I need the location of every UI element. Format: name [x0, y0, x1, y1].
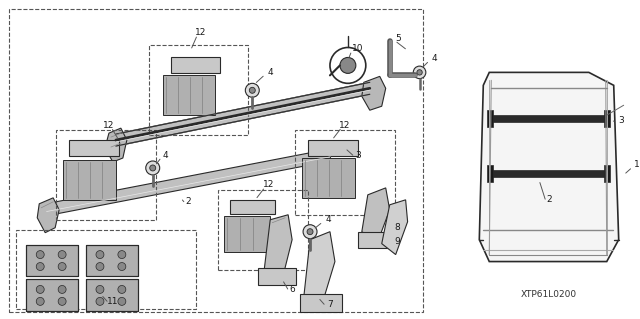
Text: 2: 2	[186, 197, 191, 206]
Text: 3: 3	[355, 151, 361, 160]
Polygon shape	[490, 115, 607, 122]
Circle shape	[307, 229, 313, 235]
Circle shape	[118, 286, 126, 293]
Circle shape	[58, 297, 66, 305]
Text: 1: 1	[634, 160, 639, 169]
Polygon shape	[63, 160, 116, 200]
Circle shape	[58, 286, 66, 293]
Bar	[171, 57, 220, 73]
Text: 11: 11	[107, 297, 118, 306]
Bar	[86, 279, 138, 311]
Circle shape	[96, 263, 104, 271]
Text: 4: 4	[325, 215, 331, 224]
Polygon shape	[302, 158, 355, 198]
Circle shape	[36, 297, 44, 305]
Polygon shape	[163, 75, 216, 115]
Circle shape	[250, 87, 255, 93]
Text: 12: 12	[339, 121, 351, 130]
Polygon shape	[45, 149, 331, 216]
Text: 4: 4	[268, 68, 273, 77]
Circle shape	[36, 263, 44, 271]
Text: 8: 8	[395, 223, 401, 232]
Polygon shape	[604, 110, 610, 127]
Text: 4: 4	[432, 54, 437, 63]
Circle shape	[118, 297, 126, 305]
Polygon shape	[362, 76, 386, 110]
Circle shape	[118, 263, 126, 271]
Text: 6: 6	[289, 285, 295, 294]
Circle shape	[150, 165, 156, 171]
Polygon shape	[479, 72, 619, 262]
Circle shape	[96, 297, 104, 305]
Text: 4: 4	[163, 151, 168, 160]
Circle shape	[303, 225, 317, 239]
Polygon shape	[381, 200, 408, 255]
Bar	[230, 200, 275, 214]
Bar	[86, 279, 138, 311]
Text: 9: 9	[395, 237, 401, 246]
Polygon shape	[604, 165, 610, 182]
Circle shape	[146, 161, 160, 175]
Polygon shape	[304, 232, 335, 304]
Circle shape	[96, 286, 104, 293]
Bar	[86, 245, 138, 277]
Polygon shape	[105, 128, 127, 162]
Bar	[308, 140, 358, 156]
Circle shape	[58, 251, 66, 259]
Text: 12: 12	[103, 121, 115, 130]
Bar	[295, 130, 395, 215]
Text: 3: 3	[618, 116, 623, 125]
Bar	[69, 140, 119, 156]
Polygon shape	[490, 170, 607, 177]
Bar	[26, 279, 78, 311]
Polygon shape	[225, 216, 270, 252]
Circle shape	[58, 263, 66, 271]
Bar	[26, 279, 78, 311]
Bar	[26, 245, 78, 277]
Circle shape	[118, 251, 126, 259]
Circle shape	[245, 83, 259, 97]
Polygon shape	[264, 215, 292, 279]
Circle shape	[413, 66, 426, 79]
Circle shape	[96, 251, 104, 259]
Text: 12: 12	[195, 28, 206, 37]
Circle shape	[417, 70, 422, 75]
Circle shape	[36, 286, 44, 293]
Text: 7: 7	[327, 300, 333, 309]
Bar	[26, 245, 78, 277]
Text: 2: 2	[546, 195, 552, 204]
Circle shape	[36, 251, 44, 259]
Bar	[86, 245, 138, 277]
Polygon shape	[362, 188, 390, 241]
Text: 5: 5	[395, 34, 401, 43]
Polygon shape	[487, 165, 493, 182]
Bar	[17, 230, 196, 309]
Bar	[148, 46, 248, 135]
Bar	[259, 268, 296, 286]
Polygon shape	[37, 198, 59, 233]
Text: 10: 10	[352, 44, 364, 53]
Polygon shape	[487, 110, 493, 127]
Circle shape	[340, 57, 356, 73]
Bar	[10, 9, 422, 312]
Text: 12: 12	[262, 180, 274, 189]
Bar	[300, 294, 342, 312]
Text: XTP61L0200: XTP61L0200	[521, 290, 577, 299]
Bar	[358, 232, 396, 248]
Polygon shape	[115, 82, 371, 146]
Bar	[56, 130, 156, 220]
Bar	[218, 190, 308, 270]
